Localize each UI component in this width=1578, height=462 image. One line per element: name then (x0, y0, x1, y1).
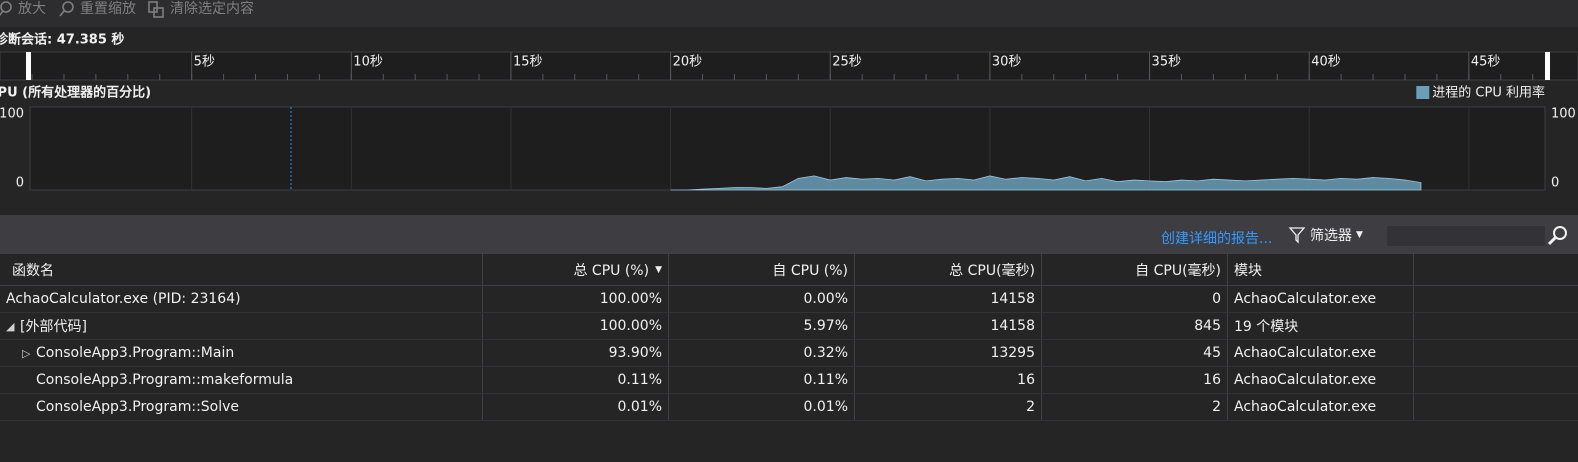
table-cell: 14158 (855, 313, 1042, 339)
column-header[interactable]: 模块 (1228, 254, 1414, 285)
table-cell: 0.00% (669, 286, 855, 312)
column-header-label: 自 CPU(毫秒) (1135, 262, 1221, 279)
table-cell: 16 (855, 367, 1042, 393)
ruler-tick-label: 20秒 (673, 55, 703, 70)
ruler-tick-label: 40秒 (1311, 55, 1341, 70)
column-header[interactable]: 函数名 (0, 254, 483, 285)
table-cell: AchaoCalculator.exe (1228, 286, 1414, 312)
table-cell: ConsoleApp3.Program::Solve (0, 394, 483, 420)
create-report-link[interactable]: 创建详细的报告... (1161, 231, 1273, 247)
table-cell: [外部代码] (0, 313, 483, 339)
session-duration: 诊断会话: 47.385 秒 (0, 32, 124, 48)
ruler-tick-label: 10秒 (353, 55, 383, 70)
table-cell: AchaoCalculator.exe (1228, 340, 1414, 366)
sort-arrow: ▼ (655, 264, 662, 275)
tree-expander[interactable]: ▷ (22, 346, 31, 360)
column-header-label: 模块 (1234, 262, 1262, 279)
call-tree-table: 函数名 总 CPU (%) ▼ 自 CPU (%) 总 CPU(毫秒) 自 CPU(毫秒)… (0, 253, 1578, 421)
table-cell: 0 (1042, 286, 1228, 312)
search-icon[interactable] (1546, 224, 1570, 248)
table-cell: 0.11% (483, 367, 669, 393)
table-row[interactable]: ConsoleApp3.Program::Solve 0.01% 0.01% 2 2 Ac… (0, 394, 1578, 421)
ruler-tick-label: 25秒 (832, 55, 862, 70)
table-cell: 19 个模块 (1228, 313, 1414, 339)
table-cell: AchaoCalculator.exe (1228, 394, 1414, 420)
table-cell: 845 (1042, 313, 1228, 339)
tree-expander[interactable]: ◢ (6, 319, 15, 333)
table-row[interactable]: ConsoleApp3.Program::makeformula 0.11% 0.1… (0, 367, 1578, 394)
ruler-tick-label: 35秒 (1152, 55, 1182, 70)
plot-area (29, 106, 1546, 191)
table-cell: 14158 (855, 286, 1042, 312)
y-tick-label-right: 0 (1551, 176, 1559, 191)
table-row[interactable]: AchaoCalculator.exe (PID: 23164) 100.00% 0… (0, 286, 1578, 313)
ruler-tick-label: 45秒 (1471, 55, 1501, 70)
column-header-label: 函数名 (12, 262, 54, 279)
table-row[interactable]: ▷ ConsoleApp3.Program::Main 93.90% 0.32% 132… (0, 340, 1578, 367)
search-box[interactable] (1387, 226, 1545, 246)
timeline-ruler (0, 51, 1578, 81)
table-cell: AchaoCalculator.exe (PID: 23164) (0, 286, 483, 312)
table-cell: 13295 (855, 340, 1042, 366)
table-cell: 45 (1042, 340, 1228, 366)
filter-dropdown[interactable]: 筛选器 ▼ (1288, 225, 1363, 245)
legend-label: 进程的 CPU 利用率 (1432, 85, 1545, 101)
table-cell: 93.90% (483, 340, 669, 366)
column-header[interactable]: 总 CPU(毫秒) (855, 254, 1042, 285)
cpu-area (670, 175, 1422, 191)
report-toolbar: 创建详细的报告... 筛选器 ▼ (0, 215, 1578, 253)
filter-label: 筛选器 (1310, 228, 1352, 244)
selection-handle (26, 52, 31, 80)
dropdown-arrow: ▼ (1356, 230, 1363, 240)
table-cell: 0.11% (669, 367, 855, 393)
chart-title: CPU (所有处理器的百分比) (0, 85, 151, 101)
table-cell: ConsoleApp3.Program::makeformula (0, 367, 483, 393)
filter-icon (1288, 227, 1306, 244)
table-cell: 0.01% (669, 394, 855, 420)
ruler-tick-label: 30秒 (992, 55, 1022, 70)
column-header[interactable]: 自 CPU (%) (669, 254, 855, 285)
table-row[interactable]: ◢ [外部代码] 100.00% 5.97% 14158 845 19 个模块 (0, 313, 1578, 340)
table-cell: 0.32% (669, 340, 855, 366)
selection-handle (1545, 52, 1550, 80)
legend-swatch (1416, 86, 1430, 99)
column-header-label: 总 CPU(毫秒) (949, 262, 1035, 279)
toolbar-icons (0, 1, 164, 18)
column-header-label: 总 CPU (%) (573, 262, 650, 279)
zoom-in-button[interactable]: 放大 (18, 1, 46, 17)
table-header: 函数名 总 CPU (%) ▼ 自 CPU (%) 总 CPU(毫秒) 自 CPU(毫秒)… (0, 253, 1578, 286)
ruler-tick-label: 5秒 (194, 55, 215, 70)
clear-selection-button[interactable]: 清除选定内容 (170, 0, 254, 17)
table-cell: 5.97% (669, 313, 855, 339)
table-cell: 100.00% (483, 313, 669, 339)
ruler-tick-label: 15秒 (513, 55, 543, 70)
table-cell: 100.00% (483, 286, 669, 312)
table-cell: ConsoleApp3.Program::Main (0, 340, 483, 366)
table-cell: 0.01% (483, 394, 669, 420)
reset-zoom-button[interactable]: 重置缩放 (80, 1, 136, 17)
y-tick-label-right: 100 (1551, 107, 1576, 122)
column-header[interactable]: 总 CPU (%) ▼ (483, 254, 669, 285)
table-cell: 2 (1042, 394, 1228, 420)
table-cell: AchaoCalculator.exe (1228, 367, 1414, 393)
y-tick-label: 100 (0, 107, 24, 122)
profiler-graph: 放大 重置缩放 清除选定内容 诊断会话: 47.385 秒 CPU (所有处理器… (0, 0, 1578, 215)
column-header-label: 自 CPU (%) (772, 262, 848, 279)
table-cell: 2 (855, 394, 1042, 420)
column-header[interactable]: 自 CPU(毫秒) (1042, 254, 1228, 285)
table-cell: 16 (1042, 367, 1228, 393)
y-tick-label: 0 (16, 176, 24, 191)
